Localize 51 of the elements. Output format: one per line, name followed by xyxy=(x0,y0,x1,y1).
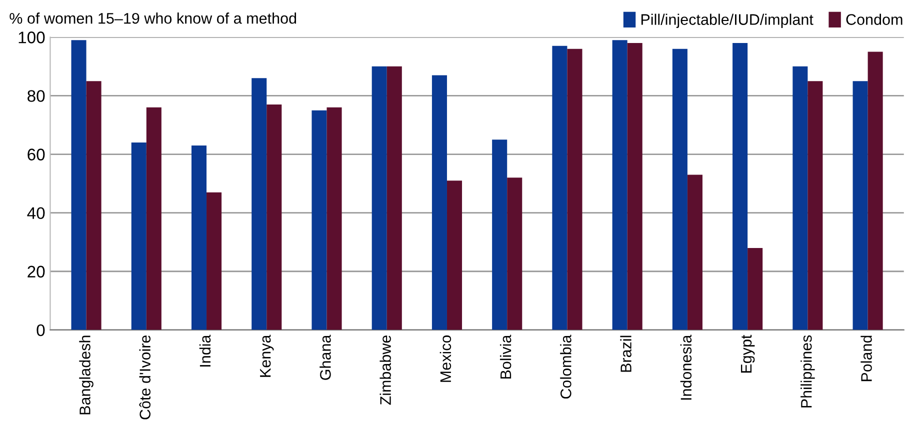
y-axis-title: % of women 15–19 who know of a method xyxy=(10,12,296,24)
bar xyxy=(206,192,222,330)
y-tick-label: 0 xyxy=(36,324,45,336)
x-tick-label: Kenya xyxy=(260,334,274,377)
y-tick-label: 40 xyxy=(27,207,45,220)
bar xyxy=(672,48,688,330)
bar xyxy=(372,66,387,330)
bar xyxy=(446,180,462,330)
bar xyxy=(552,46,568,330)
x-tick-label: Poland xyxy=(860,336,872,382)
x-tick-label: Mexico xyxy=(440,335,452,382)
x-tick-label: Ghana xyxy=(320,334,331,380)
bar xyxy=(131,142,146,330)
x-tick-label: Bangladesh xyxy=(79,336,94,414)
bar xyxy=(86,81,102,330)
x-tick-label: Bolivia xyxy=(500,334,512,379)
x-tick-label: Colombia xyxy=(560,334,572,399)
bar xyxy=(146,107,162,330)
bar xyxy=(432,75,447,330)
bar xyxy=(868,52,883,330)
bar xyxy=(567,48,582,330)
bar xyxy=(792,66,808,330)
x-tick-label: Brazil xyxy=(620,336,632,372)
bar xyxy=(627,43,642,330)
bar xyxy=(748,248,763,330)
x-tick-label: Côte d'Ivoire xyxy=(139,335,151,420)
bar xyxy=(266,104,282,330)
bar xyxy=(191,145,207,330)
bar xyxy=(71,40,86,330)
y-tick-label: 80 xyxy=(28,90,45,102)
y-tick-label: 60 xyxy=(28,148,45,160)
x-tick-label: Egypt xyxy=(741,334,755,373)
x-tick-label: Philippines xyxy=(800,335,815,408)
x-tick-label: Zimbabwe xyxy=(380,335,391,405)
legend-label: Condom xyxy=(846,14,902,25)
bar xyxy=(326,107,342,330)
bar xyxy=(252,78,267,330)
legend-label: Pill/injectable/IUD/implant xyxy=(641,14,814,28)
x-tick-label: Indonesia xyxy=(680,334,692,400)
bar xyxy=(852,81,868,330)
y-tick-label: 100 xyxy=(18,32,45,44)
x-tick-label: India xyxy=(199,334,211,367)
bar xyxy=(732,43,748,330)
bar xyxy=(808,81,823,330)
bar xyxy=(687,174,702,330)
bar xyxy=(312,110,327,330)
bar xyxy=(507,178,522,330)
y-tick-label: 20 xyxy=(28,266,45,278)
bar xyxy=(386,66,402,330)
bar xyxy=(492,140,508,330)
bar xyxy=(612,40,628,330)
